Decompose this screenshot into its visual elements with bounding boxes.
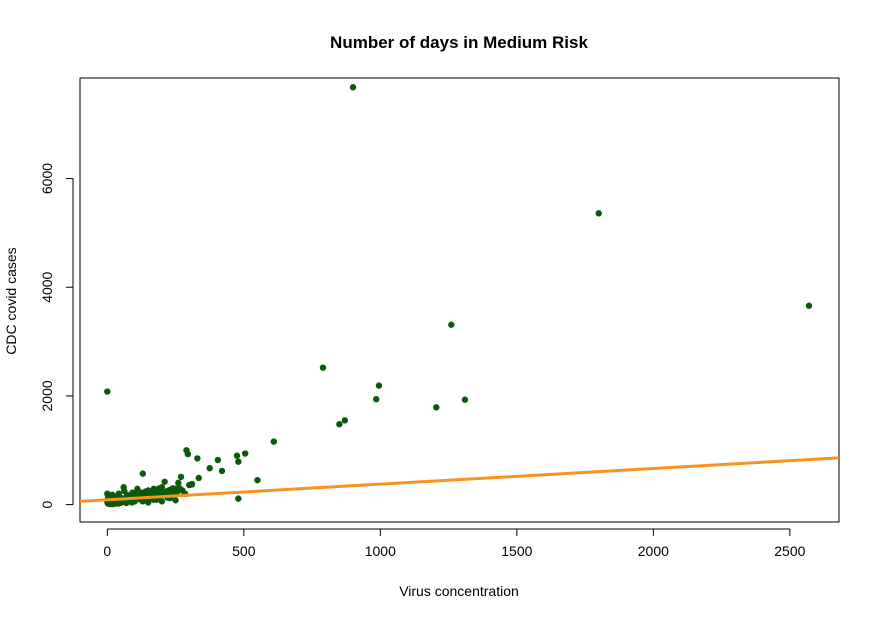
data-point (206, 464, 213, 472)
data-point (112, 500, 119, 507)
data-point (104, 388, 111, 395)
data-point (218, 467, 226, 475)
data-point (805, 302, 813, 309)
data-point (448, 321, 455, 328)
data-point (129, 489, 136, 496)
data-points (104, 84, 813, 508)
data-point (595, 210, 602, 217)
y-axis-label: CDC covid cases (3, 247, 19, 354)
data-point (139, 470, 146, 477)
data-point (233, 452, 241, 459)
y-axis: 0 2000 4000 6000 (39, 163, 74, 509)
data-point (461, 396, 469, 403)
y-tick-label: 2000 (39, 380, 55, 411)
y-tick-label: 4000 (39, 271, 55, 302)
data-point (177, 473, 185, 481)
data-point (158, 498, 166, 505)
trend-line (79, 456, 840, 503)
x-axis-label: Virus concentration (399, 583, 519, 599)
data-point (147, 489, 155, 497)
trend-line-group (79, 456, 840, 503)
data-point (139, 498, 146, 505)
y-tick-label: 6000 (39, 163, 55, 194)
data-point (254, 476, 261, 484)
x-tick-label: 500 (232, 543, 256, 559)
data-point (433, 404, 440, 411)
x-tick-label: 2000 (638, 543, 669, 559)
x-axis: 0 500 1000 1500 2000 2500 (103, 528, 806, 559)
data-point (123, 499, 130, 507)
data-point (214, 456, 222, 464)
data-point (341, 417, 349, 424)
data-point (172, 497, 179, 504)
data-point (270, 438, 278, 445)
data-point (375, 382, 383, 389)
plot-frame (79, 77, 840, 523)
data-point (161, 478, 168, 485)
data-point (336, 420, 343, 428)
x-tick-label: 1000 (365, 543, 396, 559)
data-point (235, 495, 242, 502)
data-point (134, 485, 141, 493)
data-point (235, 458, 242, 465)
data-point (241, 450, 249, 457)
y-tick-label: 0 (39, 501, 55, 509)
data-point (188, 480, 196, 488)
data-point (319, 364, 327, 371)
chart-title: Number of days in Medium Risk (330, 33, 588, 52)
data-point (194, 455, 201, 462)
x-tick-label: 0 (103, 543, 111, 559)
data-point (128, 499, 136, 506)
data-point (184, 450, 192, 458)
x-tick-label: 2500 (774, 543, 805, 559)
data-point (145, 499, 152, 506)
data-point (373, 395, 380, 403)
data-point (349, 84, 357, 91)
data-point (195, 474, 202, 482)
x-tick-label: 1500 (501, 543, 532, 559)
data-point (175, 479, 182, 487)
data-point (106, 500, 114, 508)
